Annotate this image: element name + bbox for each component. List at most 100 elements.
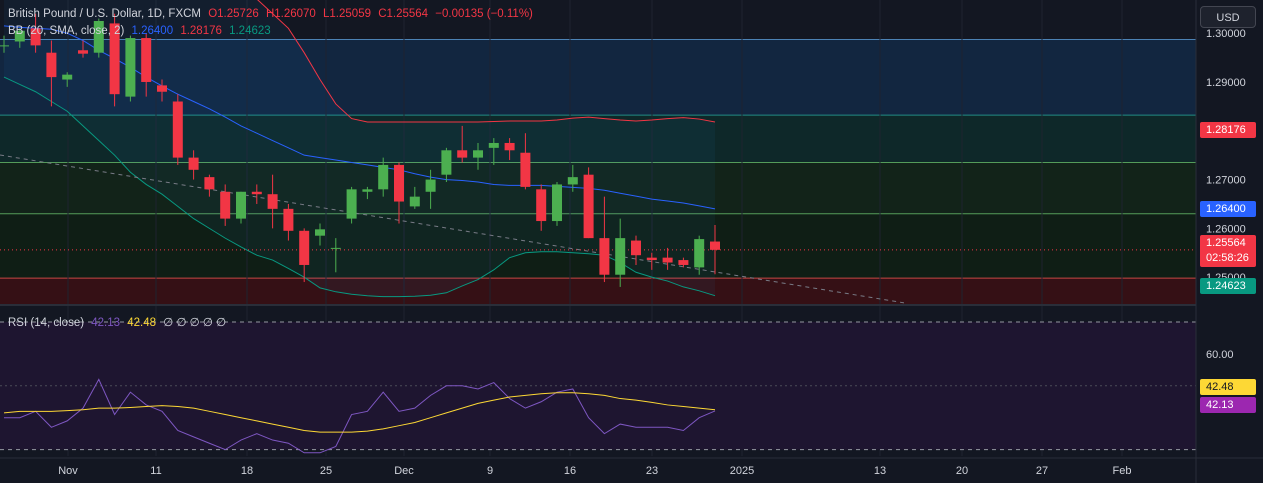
time-tick-label: Nov: [58, 465, 78, 477]
zone-band: [0, 39, 1196, 116]
symbol-title: British Pound / U.S. Dollar, 1D, FXCM: [8, 8, 202, 20]
time-tick-label: 27: [1036, 465, 1048, 477]
candle-down: [631, 240, 641, 256]
candle-down: [678, 260, 689, 265]
candle-down: [394, 164, 404, 202]
candle-up: [378, 164, 389, 190]
price-tick-label: 1.27000: [1206, 175, 1246, 187]
ohlc-low: L1.25059: [323, 8, 371, 20]
candle-down: [283, 208, 294, 231]
time-tick-label: 25: [320, 465, 332, 477]
price-tick-label: 1.29000: [1206, 77, 1246, 89]
bb-basis-line: [3, 25, 716, 210]
candle-down: [646, 257, 657, 261]
time-tick-label: 11: [150, 465, 161, 477]
time-tick-label: 23: [646, 465, 658, 477]
bb-lower-line: [3, 76, 716, 298]
candle-up: [615, 238, 626, 275]
candle-down: [172, 101, 183, 158]
candle-down: [220, 191, 231, 219]
candle-up: [441, 150, 452, 175]
candle-down: [520, 152, 531, 187]
time-tick-label: 2025: [730, 465, 754, 477]
candle-up: [0, 45, 9, 47]
price-tick-label: 1.30000: [1206, 28, 1246, 40]
time-tick-label: Dec: [394, 465, 414, 477]
candle-up: [236, 191, 246, 219]
candle-down: [583, 174, 594, 239]
rsi-ma-value: 42.48: [127, 317, 157, 329]
last-price-value: 1.25564: [1206, 237, 1246, 249]
candle-up: [473, 150, 483, 158]
bb-upper-value: 1.28176: [180, 25, 222, 37]
bb-upper-price-tag: 1.28176: [1200, 122, 1256, 138]
candle-down: [251, 191, 262, 195]
bb-basis-value: 1.26400: [131, 25, 174, 37]
zone-band: [0, 278, 1196, 304]
time-tick-label: 13: [874, 465, 886, 477]
candle-down: [267, 194, 278, 209]
candle-up: [409, 196, 420, 207]
candle-down: [457, 150, 468, 158]
candle-up: [93, 20, 104, 53]
zone-band: [0, 162, 1196, 214]
bar-countdown: 02:58:26: [1206, 252, 1249, 264]
time-tick-label: 16: [564, 465, 576, 477]
candle-down: [204, 177, 215, 190]
candle-up: [567, 177, 578, 185]
candle-up: [315, 229, 325, 236]
last-price-tag: 1.25564 02:58:26: [1200, 235, 1256, 267]
time-tick-label: Feb: [1113, 465, 1132, 477]
symbol-legend: British Pound / U.S. Dollar, 1D, FXCM O1…: [8, 8, 537, 20]
candle-up: [125, 38, 136, 97]
candle-up: [330, 247, 341, 249]
price-tick-label: 1.26000: [1206, 223, 1246, 235]
ohlc-high: H1.26070: [265, 8, 316, 20]
candle-down: [188, 157, 199, 170]
ohlc-close: C1.25564: [378, 8, 429, 20]
candle-up: [425, 179, 436, 192]
time-tick-label: 9: [487, 465, 493, 477]
candle-down: [504, 142, 515, 151]
bb-band-fill: [4, 0, 715, 297]
rsi-extra-values: ∅ ∅ ∅ ∅ ∅: [163, 317, 227, 329]
bb-title: BB (20, SMA, close, 2): [8, 25, 125, 37]
currency-button[interactable]: USD: [1200, 6, 1256, 28]
candle-down: [536, 189, 547, 222]
candle-down: [46, 52, 57, 78]
rsi-value: 42.13: [91, 317, 121, 329]
candle-down: [710, 241, 720, 250]
time-tick-label: 18: [241, 465, 253, 477]
ohlc-change: −0.00135 (−0.11%): [435, 8, 533, 20]
bb-upper-line: [257, 0, 716, 123]
candle-up: [694, 239, 705, 268]
candle-down: [157, 85, 167, 92]
bb-lower-price-tag: 1.24623: [1200, 278, 1256, 294]
rsi-title: RSI (14, close): [8, 317, 85, 329]
rsi-ma-price-tag: 42.48: [1200, 379, 1256, 395]
rsi-tick-label: 60.00: [1206, 349, 1234, 361]
time-tick-label: 20: [956, 465, 968, 477]
candle-down: [30, 28, 41, 46]
candle-up: [362, 189, 373, 192]
bb-legend: BB (20, SMA, close, 2) 1.26400 1.28176 1…: [8, 25, 275, 37]
zone-band: [0, 115, 1196, 163]
bb-basis-price-tag: 1.26400: [1200, 201, 1256, 217]
candle-down: [599, 238, 610, 275]
candle-up: [552, 184, 562, 222]
ohlc-open: O1.25726: [208, 8, 259, 20]
candle-up: [346, 189, 357, 219]
candle-down: [662, 257, 673, 263]
rsi-ma-line: [3, 392, 716, 433]
candle-down: [299, 230, 310, 265]
rsi-legend: RSI (14, close) 42.13 42.48 ∅ ∅ ∅ ∅ ∅: [8, 315, 230, 329]
trend-line: [0, 154, 906, 304]
rsi-price-tag: 42.13: [1200, 397, 1256, 413]
candle-down: [109, 23, 120, 95]
bb-lower-value: 1.24623: [229, 25, 271, 37]
candle-down: [141, 38, 152, 82]
candle-down: [78, 50, 88, 54]
candle-up: [14, 30, 25, 42]
rsi-line: [4, 378, 716, 454]
